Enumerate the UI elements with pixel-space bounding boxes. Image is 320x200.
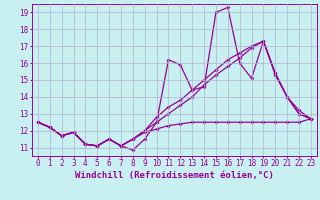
X-axis label: Windchill (Refroidissement éolien,°C): Windchill (Refroidissement éolien,°C) (75, 171, 274, 180)
